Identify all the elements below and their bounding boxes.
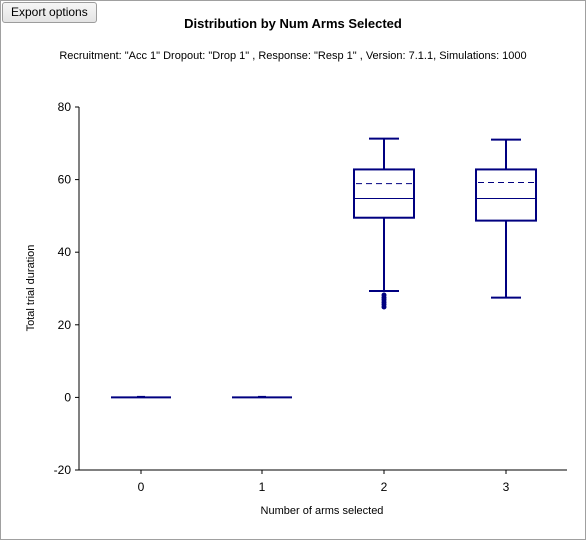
x-axis-label: Number of arms selected <box>261 505 384 517</box>
outlier-point <box>381 304 387 310</box>
y-tick-label: 40 <box>58 245 72 259</box>
iqr-box <box>353 168 415 219</box>
y-tick-label: -20 <box>54 463 72 477</box>
box-3 <box>475 138 537 299</box>
y-tick-label: 80 <box>58 100 72 114</box>
export-options-button[interactable]: Export options <box>2 2 97 23</box>
chart-subtitle: Recruitment: "Acc 1" Dropout: "Drop 1" ,… <box>59 50 527 62</box>
y-axis-label: Total trial duration <box>25 245 37 332</box>
iqr-box <box>475 168 537 222</box>
y-tick-label: 20 <box>58 318 72 332</box>
box-0 <box>111 395 171 399</box>
x-tick-label: 3 <box>503 480 510 494</box>
y-tick-label: 0 <box>64 390 71 404</box>
x-tick-label: 2 <box>381 480 388 494</box>
chart-title: Distribution by Num Arms Selected <box>184 16 402 31</box>
x-tick-label: 1 <box>259 480 266 494</box>
y-tick-label: 60 <box>58 173 72 187</box>
x-tick-label: 0 <box>138 480 145 494</box>
box-1 <box>232 395 292 399</box>
box-2 <box>353 137 415 310</box>
